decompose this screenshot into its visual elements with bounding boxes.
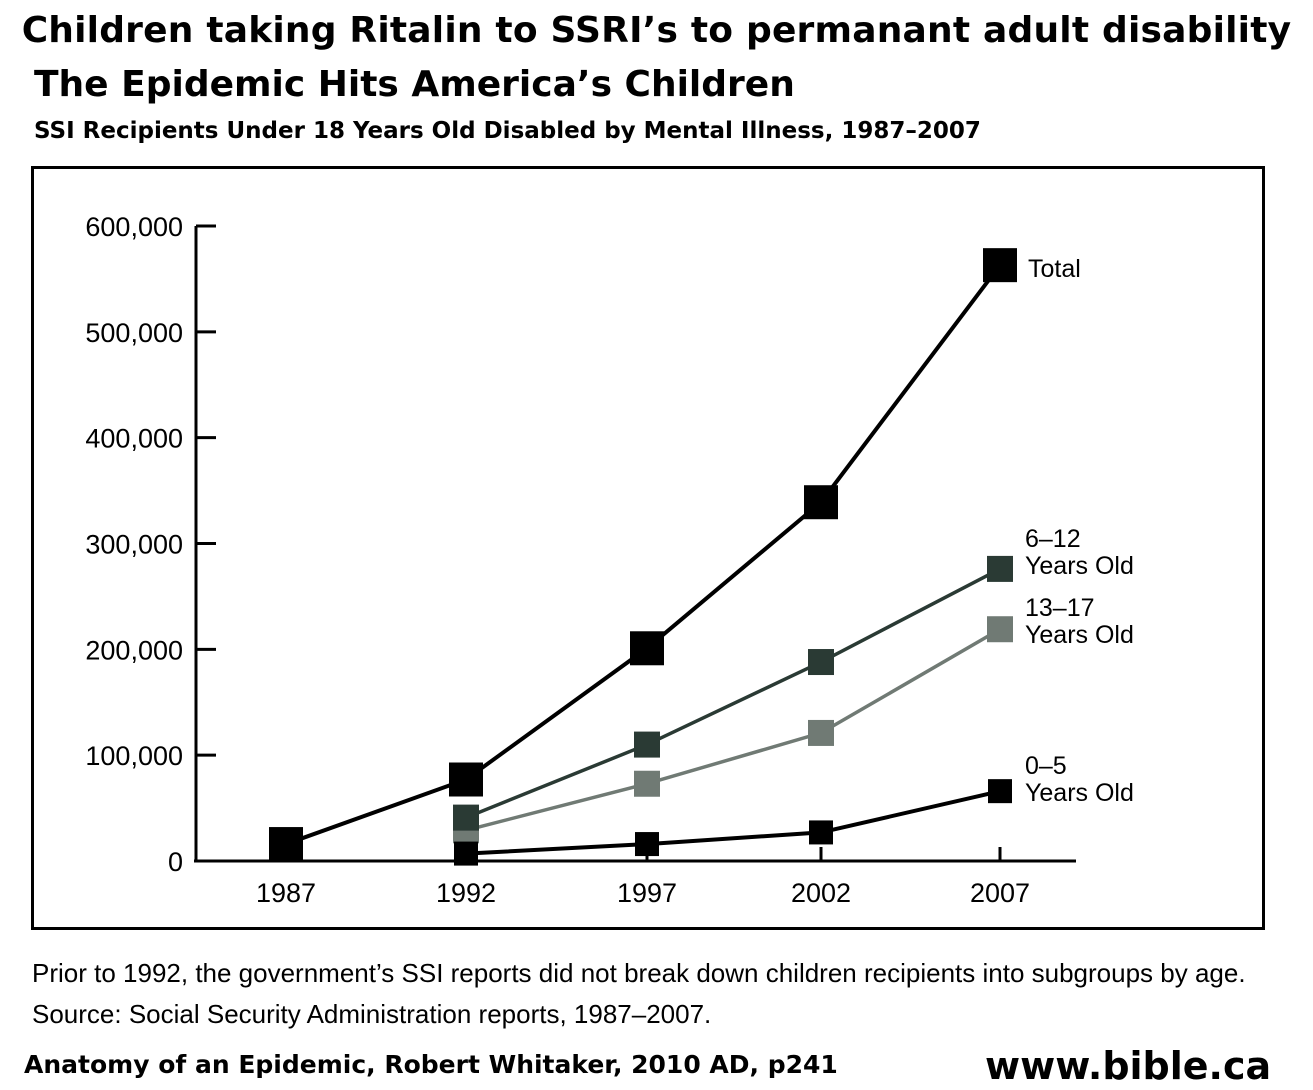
data-point-marker (987, 616, 1013, 643)
x-tick-label: 1987 (256, 878, 316, 908)
series-label: 0–5 (1025, 752, 1067, 780)
banner-caption: Children taking Ritalin to SSRI’s to per… (21, 10, 1292, 51)
data-point-marker (449, 762, 483, 797)
y-tick-label: 400,000 (85, 424, 183, 454)
chart-frame (31, 166, 1265, 930)
series-line (465, 789, 1001, 856)
y-tick-label: 200,000 (85, 635, 183, 665)
series-line (465, 627, 1001, 833)
data-point-marker (987, 555, 1013, 582)
data-point-marker (808, 649, 834, 676)
website-link[interactable]: www.bible.ca (985, 1044, 1272, 1088)
series-label: Years Old (1025, 552, 1134, 580)
x-tick-label: 2002 (791, 878, 851, 908)
data-point-marker (988, 779, 1012, 804)
data-point-marker (634, 770, 660, 797)
series-label: Total (1028, 255, 1081, 283)
data-point-marker (804, 485, 838, 520)
y-tick-label: 0 (168, 847, 183, 877)
data-point-marker (809, 820, 833, 845)
chart-subtitle: SSI Recipients Under 18 Years Old Disabl… (34, 118, 981, 144)
data-point-marker (635, 832, 659, 857)
y-tick-label: 500,000 (85, 318, 183, 348)
x-tick-label: 1992 (436, 878, 496, 908)
chart-lines (285, 263, 1002, 856)
series-label: Years Old (1025, 779, 1134, 807)
source-note: Prior to 1992, the government’s SSI repo… (32, 958, 1246, 1029)
chart-markers (269, 248, 1017, 866)
series-line (465, 567, 1001, 820)
y-tick-label: 600,000 (85, 212, 183, 242)
data-point-marker (808, 719, 834, 746)
data-point-marker (269, 827, 303, 862)
y-tick-label: 300,000 (85, 530, 183, 560)
x-tick-label: 1997 (617, 878, 677, 908)
x-tick-label: 2007 (970, 878, 1030, 908)
chart-title: The Epidemic Hits America’s Children (34, 64, 795, 105)
data-point-marker (454, 841, 478, 866)
data-point-marker (630, 631, 664, 666)
series-label: 6–12 (1025, 525, 1081, 553)
y-tick-label: 100,000 (85, 741, 183, 771)
book-citation: Anatomy of an Epidemic, Robert Whitaker,… (24, 1050, 838, 1079)
data-point-marker (634, 731, 660, 758)
data-point-marker (453, 804, 479, 831)
series-label: 13–17 (1025, 594, 1095, 622)
data-point-marker (983, 248, 1017, 283)
chart-axes: 0 100,000 200,000 300,000 400,000 500,000 600,… (85, 212, 1076, 908)
series-label: Years Old (1025, 621, 1134, 649)
